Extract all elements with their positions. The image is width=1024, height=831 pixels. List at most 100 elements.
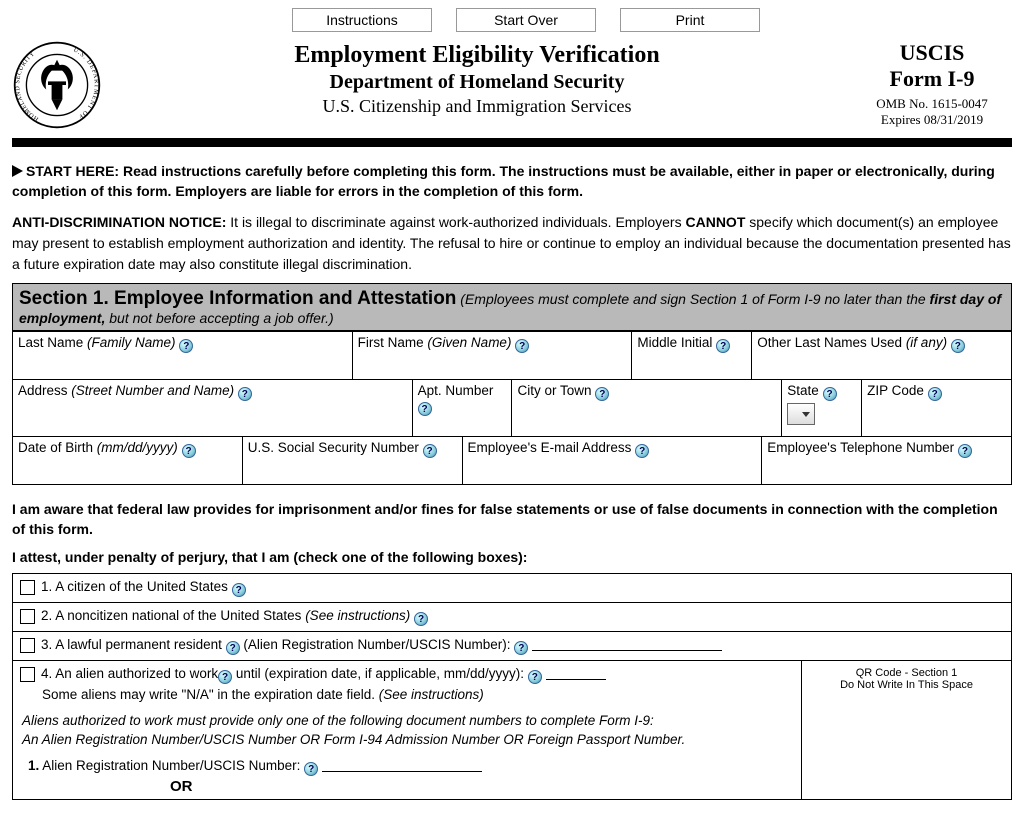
section-1-title: Section 1. Employee Information and Atte… [19, 288, 456, 309]
zip-field[interactable]: ZIP Code ? [862, 379, 1012, 436]
help-icon[interactable]: ? [514, 641, 528, 655]
last-name-field[interactable]: Last Name (Family Name) ? [13, 331, 353, 379]
choice-alien-authorized: 4. An alien authorized to work? until (e… [12, 660, 1012, 800]
help-icon[interactable]: ? [515, 339, 529, 353]
help-icon[interactable]: ? [423, 444, 437, 458]
choice-4-until: until (expiration date, if applicable, m… [232, 666, 528, 681]
uscis-label: USCIS [852, 40, 1012, 66]
help-icon[interactable]: ? [418, 402, 432, 416]
city-label: City or Town [517, 383, 591, 398]
first-name-hint: (Given Name) [427, 335, 511, 350]
help-icon[interactable]: ? [716, 339, 730, 353]
choice-4-label: 4. An alien authorized to work [41, 666, 218, 681]
other-names-label: Other Last Names Used [757, 335, 906, 350]
notice-label: ANTI-DISCRIMINATION NOTICE: [12, 214, 226, 230]
first-name-field[interactable]: First Name (Given Name) ? [352, 331, 632, 379]
middle-label: Middle Initial [637, 335, 712, 350]
employee-info-table: Last Name (Family Name) ? First Name (Gi… [12, 331, 1012, 380]
form-title: Employment Eligibility Verification [102, 42, 852, 69]
state-field[interactable]: State ? [782, 379, 862, 436]
choice-3-sublabel: (Alien Registration Number/USCIS Number)… [243, 637, 510, 652]
help-icon[interactable]: ? [304, 762, 318, 776]
arn-input[interactable] [322, 758, 482, 772]
checkbox-alien[interactable] [20, 667, 35, 682]
checkbox-citizen[interactable] [20, 580, 35, 595]
choice-3-label: 3. A lawful permanent resident [41, 637, 226, 652]
attest-statement: I attest, under penalty of perjury, that… [12, 549, 1012, 565]
help-icon[interactable]: ? [232, 583, 246, 597]
choice-noncitizen-national[interactable]: 2. A noncitizen national of the United S… [12, 602, 1012, 631]
address-hint: (Street Number and Name) [71, 383, 234, 398]
phone-label: Employee's Telephone Number [767, 440, 954, 455]
help-icon[interactable]: ? [951, 339, 965, 353]
help-icon[interactable]: ? [238, 387, 252, 401]
header-titles: Employment Eligibility Verification Depa… [102, 40, 852, 119]
dhs-seal-icon: U.S. DEPARTMENT OF HOMELAND SECURITY [12, 40, 102, 130]
start-here-label: START HERE: [26, 163, 119, 179]
help-icon[interactable]: ? [928, 387, 942, 401]
header-meta: USCIS Form I-9 OMB No. 1615-0047 Expires… [852, 40, 1012, 128]
help-icon[interactable]: ? [182, 444, 196, 458]
choice-4-na-note: Some aliens may write "N/A" in the expir… [42, 687, 379, 702]
start-here-text: Read instructions carefully before compl… [12, 163, 995, 199]
other-names-hint: (if any) [906, 335, 947, 350]
other-names-field[interactable]: Other Last Names Used (if any) ? [752, 331, 1012, 379]
help-icon[interactable]: ? [528, 670, 542, 684]
alien-doc-note: Aliens authorized to work must provide o… [22, 712, 794, 750]
email-field[interactable]: Employee's E-mail Address ? [462, 436, 762, 484]
instructions-button[interactable]: Instructions [292, 8, 432, 32]
apt-field[interactable]: Apt. Number ? [412, 379, 512, 436]
city-field[interactable]: City or Town ? [512, 379, 782, 436]
state-select[interactable] [787, 403, 815, 425]
expires-date: Expires 08/31/2019 [852, 112, 1012, 128]
qr-box: QR Code - Section 1 Do Not Write In This… [801, 661, 1011, 799]
last-name-label: Last Name [18, 335, 87, 350]
help-icon[interactable]: ? [958, 444, 972, 458]
ssn-label: U.S. Social Security Number [248, 440, 419, 455]
email-label: Employee's E-mail Address [468, 440, 632, 455]
omb-number: OMB No. 1615-0047 [852, 96, 1012, 112]
notice-cannot: CANNOT [685, 214, 745, 230]
help-icon[interactable]: ? [414, 612, 428, 626]
start-over-button[interactable]: Start Over [456, 8, 596, 32]
choice-citizen[interactable]: 1. A citizen of the United States ? [12, 573, 1012, 602]
checkbox-lpr[interactable] [20, 638, 35, 653]
divider-bar [12, 138, 1012, 147]
last-name-hint: (Family Name) [87, 335, 176, 350]
help-icon[interactable]: ? [226, 641, 240, 655]
notice-text1: It is illegal to discriminate against wo… [226, 214, 685, 230]
address-label: Address [18, 383, 71, 398]
checkbox-noncitizen[interactable] [20, 609, 35, 624]
ssn-field[interactable]: U.S. Social Security Number ? [242, 436, 462, 484]
print-button[interactable]: Print [620, 8, 760, 32]
help-icon[interactable]: ? [635, 444, 649, 458]
help-icon[interactable]: ? [823, 387, 837, 401]
middle-initial-field[interactable]: Middle Initial ? [632, 331, 752, 379]
address-table: Address (Street Number and Name) ? Apt. … [12, 379, 1012, 437]
help-icon[interactable]: ? [218, 670, 232, 684]
form-number: Form I-9 [852, 66, 1012, 92]
triangle-icon [12, 165, 23, 177]
help-icon[interactable]: ? [595, 387, 609, 401]
help-icon[interactable]: ? [179, 339, 193, 353]
apt-label: Apt. Number [418, 383, 494, 398]
lpr-number-input[interactable] [532, 637, 722, 651]
choice-2-label: 2. A noncitizen national of the United S… [41, 608, 305, 623]
dob-label: Date of Birth [18, 440, 97, 455]
choice-4-na-hint: (See instructions) [379, 687, 484, 702]
arn-label: Alien Registration Number/USCIS Number: [42, 758, 300, 773]
qr-line1: QR Code - Section 1 [806, 667, 1007, 679]
anti-discrimination-notice: ANTI-DISCRIMINATION NOTICE: It is illega… [12, 212, 1012, 275]
arn-row: 1. Alien Registration Number/USCIS Numbe… [28, 758, 794, 776]
section-1-note1: (Employees must complete and sign Sectio… [456, 291, 929, 307]
phone-field[interactable]: Employee's Telephone Number ? [762, 436, 1012, 484]
personal-info-table: Date of Birth (mm/dd/yyyy) ? U.S. Social… [12, 436, 1012, 485]
dob-hint: (mm/dd/yyyy) [97, 440, 178, 455]
choice-permanent-resident[interactable]: 3. A lawful permanent resident ? (Alien … [12, 631, 1012, 660]
expiration-date-input[interactable] [546, 666, 606, 680]
section-1-note2: but not before accepting a job offer.) [105, 310, 333, 326]
agency-name: U.S. Citizenship and Immigration Service… [102, 96, 852, 117]
qr-line2: Do Not Write In This Space [806, 679, 1007, 691]
dob-field[interactable]: Date of Birth (mm/dd/yyyy) ? [13, 436, 243, 484]
address-field[interactable]: Address (Street Number and Name) ? [13, 379, 413, 436]
